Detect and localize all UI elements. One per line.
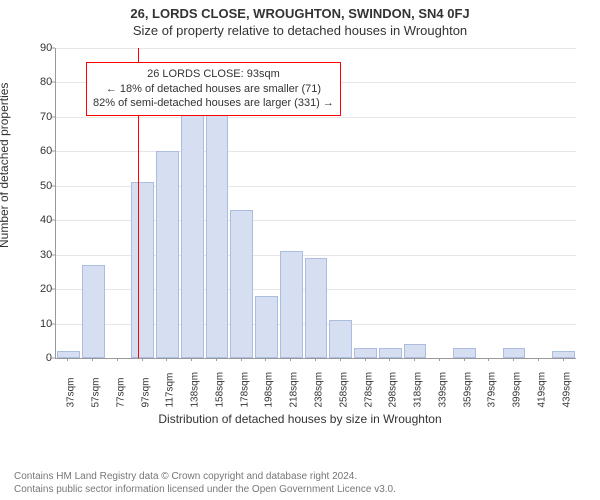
x-tick-label: 97sqm — [140, 377, 151, 407]
footer-attribution: Contains HM Land Registry data © Crown c… — [14, 470, 396, 496]
x-tick-label: 57sqm — [91, 377, 102, 407]
y-tick-label: 0 — [40, 352, 52, 364]
histogram-bar — [503, 348, 526, 358]
x-tick-mark — [290, 358, 291, 361]
histogram-bar — [181, 113, 204, 358]
x-tick-label: 359sqm — [462, 372, 473, 408]
x-tick-mark — [191, 358, 192, 361]
x-tick-label: 419sqm — [536, 372, 547, 408]
x-tick-mark — [265, 358, 266, 361]
x-tick-label: 37sqm — [66, 377, 77, 407]
x-tick-label: 278sqm — [363, 372, 374, 408]
x-tick-mark — [315, 358, 316, 361]
y-tick-mark — [52, 116, 55, 117]
x-axis-label: Distribution of detached houses by size … — [0, 412, 600, 426]
annotation-line-2: ← 18% of detached houses are smaller (71… — [93, 82, 334, 97]
y-tick-mark — [52, 48, 55, 49]
x-tick-mark — [166, 358, 167, 361]
x-tick-label: 158sqm — [214, 372, 225, 408]
histogram-bar — [280, 251, 303, 358]
y-tick-label: 10 — [40, 318, 52, 330]
chart-container: Number of detached properties 26 LORDS C… — [0, 38, 600, 458]
histogram-bar — [206, 110, 229, 358]
histogram-bar — [404, 344, 427, 358]
annotation-line-1: 26 LORDS CLOSE: 93sqm — [93, 67, 334, 82]
x-tick-mark — [439, 358, 440, 361]
footer-line-2: Contains public sector information licen… — [14, 483, 396, 496]
x-tick-mark — [67, 358, 68, 361]
y-tick-mark — [52, 358, 55, 359]
y-tick-mark — [52, 289, 55, 290]
histogram-bar — [230, 210, 253, 358]
x-tick-mark — [216, 358, 217, 361]
x-tick-label: 77sqm — [115, 377, 126, 407]
x-tick-mark — [92, 358, 93, 361]
x-tick-mark — [142, 358, 143, 361]
page-subtitle: Size of property relative to detached ho… — [0, 21, 600, 38]
plot-area: 26 LORDS CLOSE: 93sqm← 18% of detached h… — [55, 48, 576, 359]
y-tick-label: 90 — [40, 42, 52, 54]
x-tick-label: 439sqm — [561, 372, 572, 408]
x-tick-mark — [241, 358, 242, 361]
y-tick-label: 20 — [40, 283, 52, 295]
x-tick-label: 258sqm — [338, 372, 349, 408]
y-tick-label: 60 — [40, 145, 52, 157]
gridline — [56, 117, 576, 118]
x-tick-label: 117sqm — [165, 373, 176, 408]
x-tick-mark — [414, 358, 415, 361]
y-tick-label: 70 — [40, 111, 52, 123]
y-tick-mark — [52, 323, 55, 324]
footer-line-1: Contains HM Land Registry data © Crown c… — [14, 470, 396, 483]
x-tick-label: 399sqm — [512, 372, 523, 408]
y-tick-mark — [52, 220, 55, 221]
x-tick-mark — [365, 358, 366, 361]
x-tick-mark — [513, 358, 514, 361]
y-axis-label: Number of detached properties — [0, 83, 11, 248]
histogram-bar — [57, 351, 80, 358]
annotation-box: 26 LORDS CLOSE: 93sqm← 18% of detached h… — [86, 62, 341, 117]
x-tick-mark — [538, 358, 539, 361]
histogram-bar — [255, 296, 278, 358]
histogram-bar — [82, 265, 105, 358]
x-tick-mark — [563, 358, 564, 361]
y-tick-label: 50 — [40, 180, 52, 192]
x-tick-label: 218sqm — [289, 372, 300, 408]
gridline — [56, 151, 576, 152]
gridline — [56, 48, 576, 49]
y-tick-label: 40 — [40, 214, 52, 226]
histogram-bar — [156, 151, 179, 358]
y-tick-label: 80 — [40, 76, 52, 88]
x-tick-label: 238sqm — [314, 372, 325, 408]
y-tick-mark — [52, 82, 55, 83]
histogram-bar — [131, 182, 154, 358]
x-tick-label: 298sqm — [388, 372, 399, 408]
annotation-line-3: 82% of semi-detached houses are larger (… — [93, 96, 334, 111]
x-tick-mark — [117, 358, 118, 361]
histogram-bar — [453, 348, 476, 358]
x-tick-label: 138sqm — [190, 372, 201, 408]
y-tick-mark — [52, 254, 55, 255]
histogram-bar — [379, 348, 402, 358]
x-tick-label: 379sqm — [487, 372, 498, 408]
x-tick-label: 339sqm — [437, 372, 448, 408]
x-tick-label: 198sqm — [264, 372, 275, 408]
y-tick-mark — [52, 151, 55, 152]
x-tick-mark — [464, 358, 465, 361]
histogram-bar — [329, 320, 352, 358]
page-title-address: 26, LORDS CLOSE, WROUGHTON, SWINDON, SN4… — [0, 0, 600, 21]
histogram-bar — [354, 348, 377, 358]
x-tick-mark — [389, 358, 390, 361]
x-tick-mark — [488, 358, 489, 361]
y-tick-mark — [52, 185, 55, 186]
histogram-bar — [552, 351, 575, 358]
histogram-bar — [305, 258, 328, 358]
x-tick-label: 318sqm — [413, 372, 424, 408]
x-tick-mark — [340, 358, 341, 361]
x-tick-label: 178sqm — [239, 372, 250, 408]
y-tick-label: 30 — [40, 249, 52, 261]
